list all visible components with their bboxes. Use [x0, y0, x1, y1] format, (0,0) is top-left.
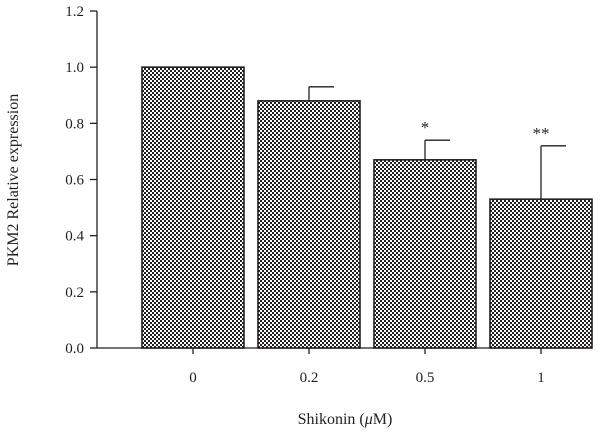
x-axis-title-prefix: Shikonin ( — [298, 411, 365, 428]
x-axis-title: Shikonin (μM) — [298, 411, 393, 428]
x-tick-label: 0.5 — [416, 370, 435, 386]
x-axis-title-unit-symbol: μ — [364, 411, 373, 428]
y-axis-title: PKM2 Relative expression — [5, 94, 22, 266]
bars-group — [141, 66, 593, 349]
error-bars-group — [308, 86, 566, 200]
x-tick-label: 0 — [189, 370, 197, 386]
bar-1 — [489, 198, 593, 349]
significance-label: * — [421, 118, 430, 137]
x-tick-label: 1 — [537, 370, 545, 386]
y-axis: 0.0 0.2 0.4 0.6 0.8 1.0 1.2 — [65, 4, 98, 357]
x-axis-title-suffix: M) — [373, 411, 393, 428]
x-axis: 0 0.2 0.5 1 — [97, 347, 585, 386]
y-tick-label: 0.6 — [65, 173, 84, 189]
y-tick-label: 0.0 — [65, 341, 84, 357]
y-tick-label: 1.2 — [65, 4, 84, 20]
y-tick-label: 1.0 — [65, 60, 84, 76]
bar-0.2 — [257, 100, 361, 349]
significance-label: ** — [533, 124, 550, 143]
x-tick-label: 0.2 — [300, 370, 319, 386]
y-tick-label: 0.8 — [65, 116, 84, 132]
significance-markers: * ** — [421, 118, 550, 143]
y-tick-label: 0.2 — [65, 285, 84, 301]
bar-0 — [141, 66, 245, 349]
y-tick-label: 0.4 — [65, 229, 84, 245]
bar-0.5 — [373, 159, 477, 349]
